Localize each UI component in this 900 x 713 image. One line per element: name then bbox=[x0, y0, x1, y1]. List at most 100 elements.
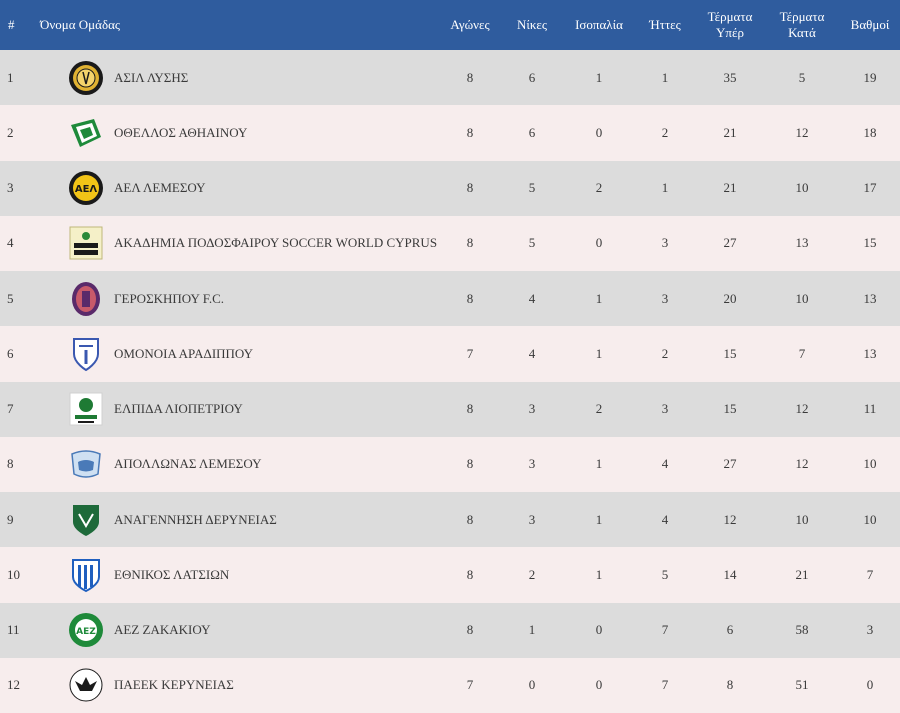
team-name-link[interactable]: ΑΚΑΔΗΜΙΑ ΠΟΔΟΣΦΑΙΡΟΥ SOCCER WORLD CYPRUS bbox=[114, 235, 438, 251]
table-row[interactable]: 10 ΕΘΝΙΚΟΣ ΛΑΤΣΙΩΝ 8 2 1 5 14 21 7 bbox=[0, 547, 900, 603]
wins-cell: 6 bbox=[528, 69, 536, 85]
table-row[interactable]: 1 ΑΣΙΛ ΛΥΣΗΣ 8 6 1 1 35 5 19 bbox=[0, 50, 900, 106]
table-row[interactable]: 7 ΕΛΠΙΔΑ ΛΙΟΠΕΤΡΙΟΥ 8 3 2 3 15 12 11 bbox=[0, 381, 900, 437]
header-wins[interactable]: Νίκες bbox=[516, 17, 548, 32]
table-row[interactable]: 12 ΠΑΕΕΚ ΚΕΡΥΝΕΙΑΣ 7 0 0 7 8 51 0 bbox=[0, 657, 900, 713]
played-cell: 8 bbox=[466, 180, 474, 196]
table-row[interactable]: 6 ΟΜΟΝΟΙΑ ΑΡΑΔΙΠΠΟΥ 7 4 1 2 15 7 13 bbox=[0, 326, 900, 382]
team-name-link[interactable]: ΑΕΖ ΖΑΚΑΚΙΟΥ bbox=[114, 622, 211, 638]
header-points[interactable]: Βαθμοί bbox=[850, 17, 890, 32]
table-row[interactable]: 3 AEΛ ΑΕΛ ΛΕΜΕΣΟΥ 8 5 2 1 21 10 17 bbox=[0, 160, 900, 216]
rank-cell: 8 bbox=[7, 456, 14, 472]
rank-cell: 3 bbox=[7, 180, 14, 196]
goals-for-cell: 27 bbox=[723, 235, 737, 251]
wins-cell: 1 bbox=[528, 622, 536, 638]
played-cell: 7 bbox=[466, 677, 474, 693]
team-logo-icon: AEZ bbox=[68, 612, 104, 648]
team-name-link[interactable]: ΓΕΡΟΣΚΗΠΟΥ F.C. bbox=[114, 290, 225, 306]
draws-cell: 0 bbox=[595, 622, 603, 638]
team-name-link[interactable]: ΕΘΝΙΚΟΣ ΛΑΤΣΙΩΝ bbox=[114, 566, 230, 582]
played-cell: 8 bbox=[466, 235, 474, 251]
team-cell: ΟΘΕΛΛΟΣ ΑΘΗΑΙΝΟΥ bbox=[30, 105, 440, 160]
wins-cell: 5 bbox=[528, 235, 536, 251]
header-losses[interactable]: Ήττες bbox=[649, 17, 681, 32]
goals-against-cell: 10 bbox=[795, 290, 809, 306]
team-name-link[interactable]: ΟΜΟΝΟΙΑ ΑΡΑΔΙΠΠΟΥ bbox=[114, 345, 254, 361]
goals-for-cell: 14 bbox=[723, 566, 737, 582]
team-logo-icon bbox=[68, 667, 104, 703]
team-name-link[interactable]: ΕΛΠΙΔΑ ΛΙΟΠΕΤΡΙΟΥ bbox=[114, 401, 243, 417]
played-cell: 8 bbox=[466, 401, 474, 417]
header-goals-against-line1: Τέρματα bbox=[779, 9, 825, 24]
team-logo-icon bbox=[68, 502, 104, 538]
played-cell: 8 bbox=[466, 290, 474, 306]
played-cell: 8 bbox=[466, 69, 474, 85]
header-rank[interactable]: # bbox=[8, 17, 15, 32]
goals-for-cell: 27 bbox=[723, 456, 737, 472]
team-name-link[interactable]: ΟΘΕΛΛΟΣ ΑΘΗΑΙΝΟΥ bbox=[114, 124, 248, 140]
table-row[interactable]: 9 ΑΝΑΓΕΝΝΗΣΗ ΔΕΡΥΝΕΙΑΣ 8 3 1 4 12 10 10 bbox=[0, 492, 900, 548]
goals-against-cell: 12 bbox=[795, 124, 809, 140]
goals-for-cell: 21 bbox=[723, 180, 737, 196]
header-played[interactable]: Αγώνες bbox=[450, 17, 490, 32]
table-row[interactable]: 11 AEZ ΑΕΖ ΖΑΚΑΚΙΟΥ 8 1 0 7 6 58 3 bbox=[0, 602, 900, 658]
header-goals-for-line2: Υπέρ bbox=[716, 25, 744, 40]
team-logo-icon bbox=[68, 446, 104, 482]
losses-cell: 2 bbox=[661, 124, 669, 140]
team-logo-icon bbox=[68, 225, 104, 261]
table-row[interactable]: 2 ΟΘΕΛΛΟΣ ΑΘΗΑΙΝΟΥ 8 6 0 2 21 12 18 bbox=[0, 105, 900, 161]
losses-cell: 4 bbox=[661, 456, 669, 472]
draws-cell: 2 bbox=[595, 401, 603, 417]
team-logo-icon bbox=[68, 336, 104, 372]
points-cell: 15 bbox=[863, 235, 877, 251]
team-name-link[interactable]: ΠΑΕΕΚ ΚΕΡΥΝΕΙΑΣ bbox=[114, 677, 234, 693]
rank-cell: 4 bbox=[7, 235, 14, 251]
rank-cell: 5 bbox=[7, 290, 14, 306]
losses-cell: 7 bbox=[661, 677, 669, 693]
team-name-link[interactable]: ΑΝΑΓΕΝΝΗΣΗ ΔΕΡΥΝΕΙΑΣ bbox=[114, 511, 277, 527]
goals-against-cell: 12 bbox=[795, 401, 809, 417]
points-cell: 18 bbox=[863, 124, 877, 140]
wins-cell: 6 bbox=[528, 124, 536, 140]
team-name-link[interactable]: ΑΕΛ ΛΕΜΕΣΟΥ bbox=[114, 180, 206, 196]
goals-for-cell: 35 bbox=[723, 69, 737, 85]
svg-text:AEZ: AEZ bbox=[76, 627, 96, 637]
header-goals-against-line2: Κατά bbox=[788, 25, 816, 40]
header-row: # Όνομα Ομάδας Αγώνες Νίκες Ισοπαλία Ήττ… bbox=[0, 0, 900, 50]
header-goals-for[interactable]: Τέρματα Υπέρ bbox=[696, 0, 764, 50]
table-row[interactable]: 5 ΓΕΡΟΣΚΗΠΟΥ F.C. 8 4 1 3 20 10 13 bbox=[0, 271, 900, 327]
draws-cell: 0 bbox=[595, 677, 603, 693]
losses-cell: 5 bbox=[661, 566, 669, 582]
losses-cell: 2 bbox=[661, 345, 669, 361]
points-cell: 7 bbox=[866, 566, 874, 582]
played-cell: 8 bbox=[466, 124, 474, 140]
wins-cell: 4 bbox=[528, 345, 536, 361]
goals-against-cell: 10 bbox=[795, 511, 809, 527]
losses-cell: 1 bbox=[661, 180, 669, 196]
team-cell: AEΛ ΑΕΛ ΛΕΜΕΣΟΥ bbox=[30, 161, 440, 216]
rank-cell: 1 bbox=[7, 69, 14, 85]
table-row[interactable]: 8 ΑΠΟΛΛΩΝΑΣ ΛΕΜΕΣΟΥ 8 3 1 4 27 12 10 bbox=[0, 436, 900, 492]
goals-against-cell: 7 bbox=[798, 345, 806, 361]
header-goals-against[interactable]: Τέρματα Κατά bbox=[764, 0, 840, 50]
draws-cell: 1 bbox=[595, 69, 603, 85]
losses-cell: 4 bbox=[661, 511, 669, 527]
points-cell: 19 bbox=[863, 69, 877, 85]
goals-against-cell: 21 bbox=[795, 566, 809, 582]
losses-cell: 3 bbox=[661, 401, 669, 417]
goals-for-cell: 6 bbox=[726, 622, 734, 638]
points-cell: 0 bbox=[866, 677, 874, 693]
team-logo-icon: AEΛ bbox=[68, 170, 104, 206]
played-cell: 8 bbox=[466, 622, 474, 638]
team-name-link[interactable]: ΑΠΟΛΛΩΝΑΣ ΛΕΜΕΣΟΥ bbox=[114, 456, 262, 472]
table-row[interactable]: 4 ΑΚΑΔΗΜΙΑ ΠΟΔΟΣΦΑΙΡΟΥ SOCCER WORLD CYPRU… bbox=[0, 215, 900, 271]
header-draws[interactable]: Ισοπαλία bbox=[575, 17, 623, 32]
team-name-link[interactable]: ΑΣΙΛ ΛΥΣΗΣ bbox=[114, 69, 189, 85]
wins-cell: 4 bbox=[528, 290, 536, 306]
team-cell: ΟΜΟΝΟΙΑ ΑΡΑΔΙΠΠΟΥ bbox=[30, 326, 440, 381]
goals-against-cell: 12 bbox=[795, 456, 809, 472]
header-team[interactable]: Όνομα Ομάδας bbox=[40, 17, 121, 32]
team-cell: ΠΑΕΕΚ ΚΕΡΥΝΕΙΑΣ bbox=[30, 658, 440, 713]
wins-cell: 3 bbox=[528, 401, 536, 417]
team-logo-icon bbox=[68, 115, 104, 151]
